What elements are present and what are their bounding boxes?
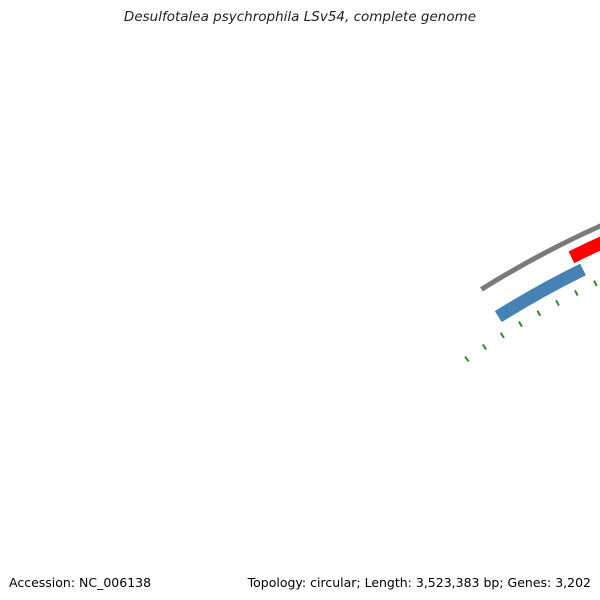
accession-text: Accession: NC_006138 (9, 575, 152, 590)
inner-tick (499, 332, 505, 339)
inner-tick (536, 310, 542, 317)
backbone-track (480, 223, 600, 292)
map-title: Desulfotalea psychrophila LSv54, complet… (123, 9, 477, 25)
inner-tick (464, 355, 470, 363)
reverse-gene-block (494, 263, 586, 323)
genome-summary-text: Topology: circular; Length: 3,523,383 bp… (247, 575, 591, 590)
inner-tick (518, 321, 523, 328)
inner-tick (555, 299, 560, 307)
backbone-arc (480, 223, 600, 292)
inner-tick (481, 343, 487, 351)
forward-gene-block (568, 236, 600, 264)
feature-tracks (464, 236, 600, 363)
inner-tick (593, 280, 598, 287)
inner-tick (574, 289, 579, 297)
